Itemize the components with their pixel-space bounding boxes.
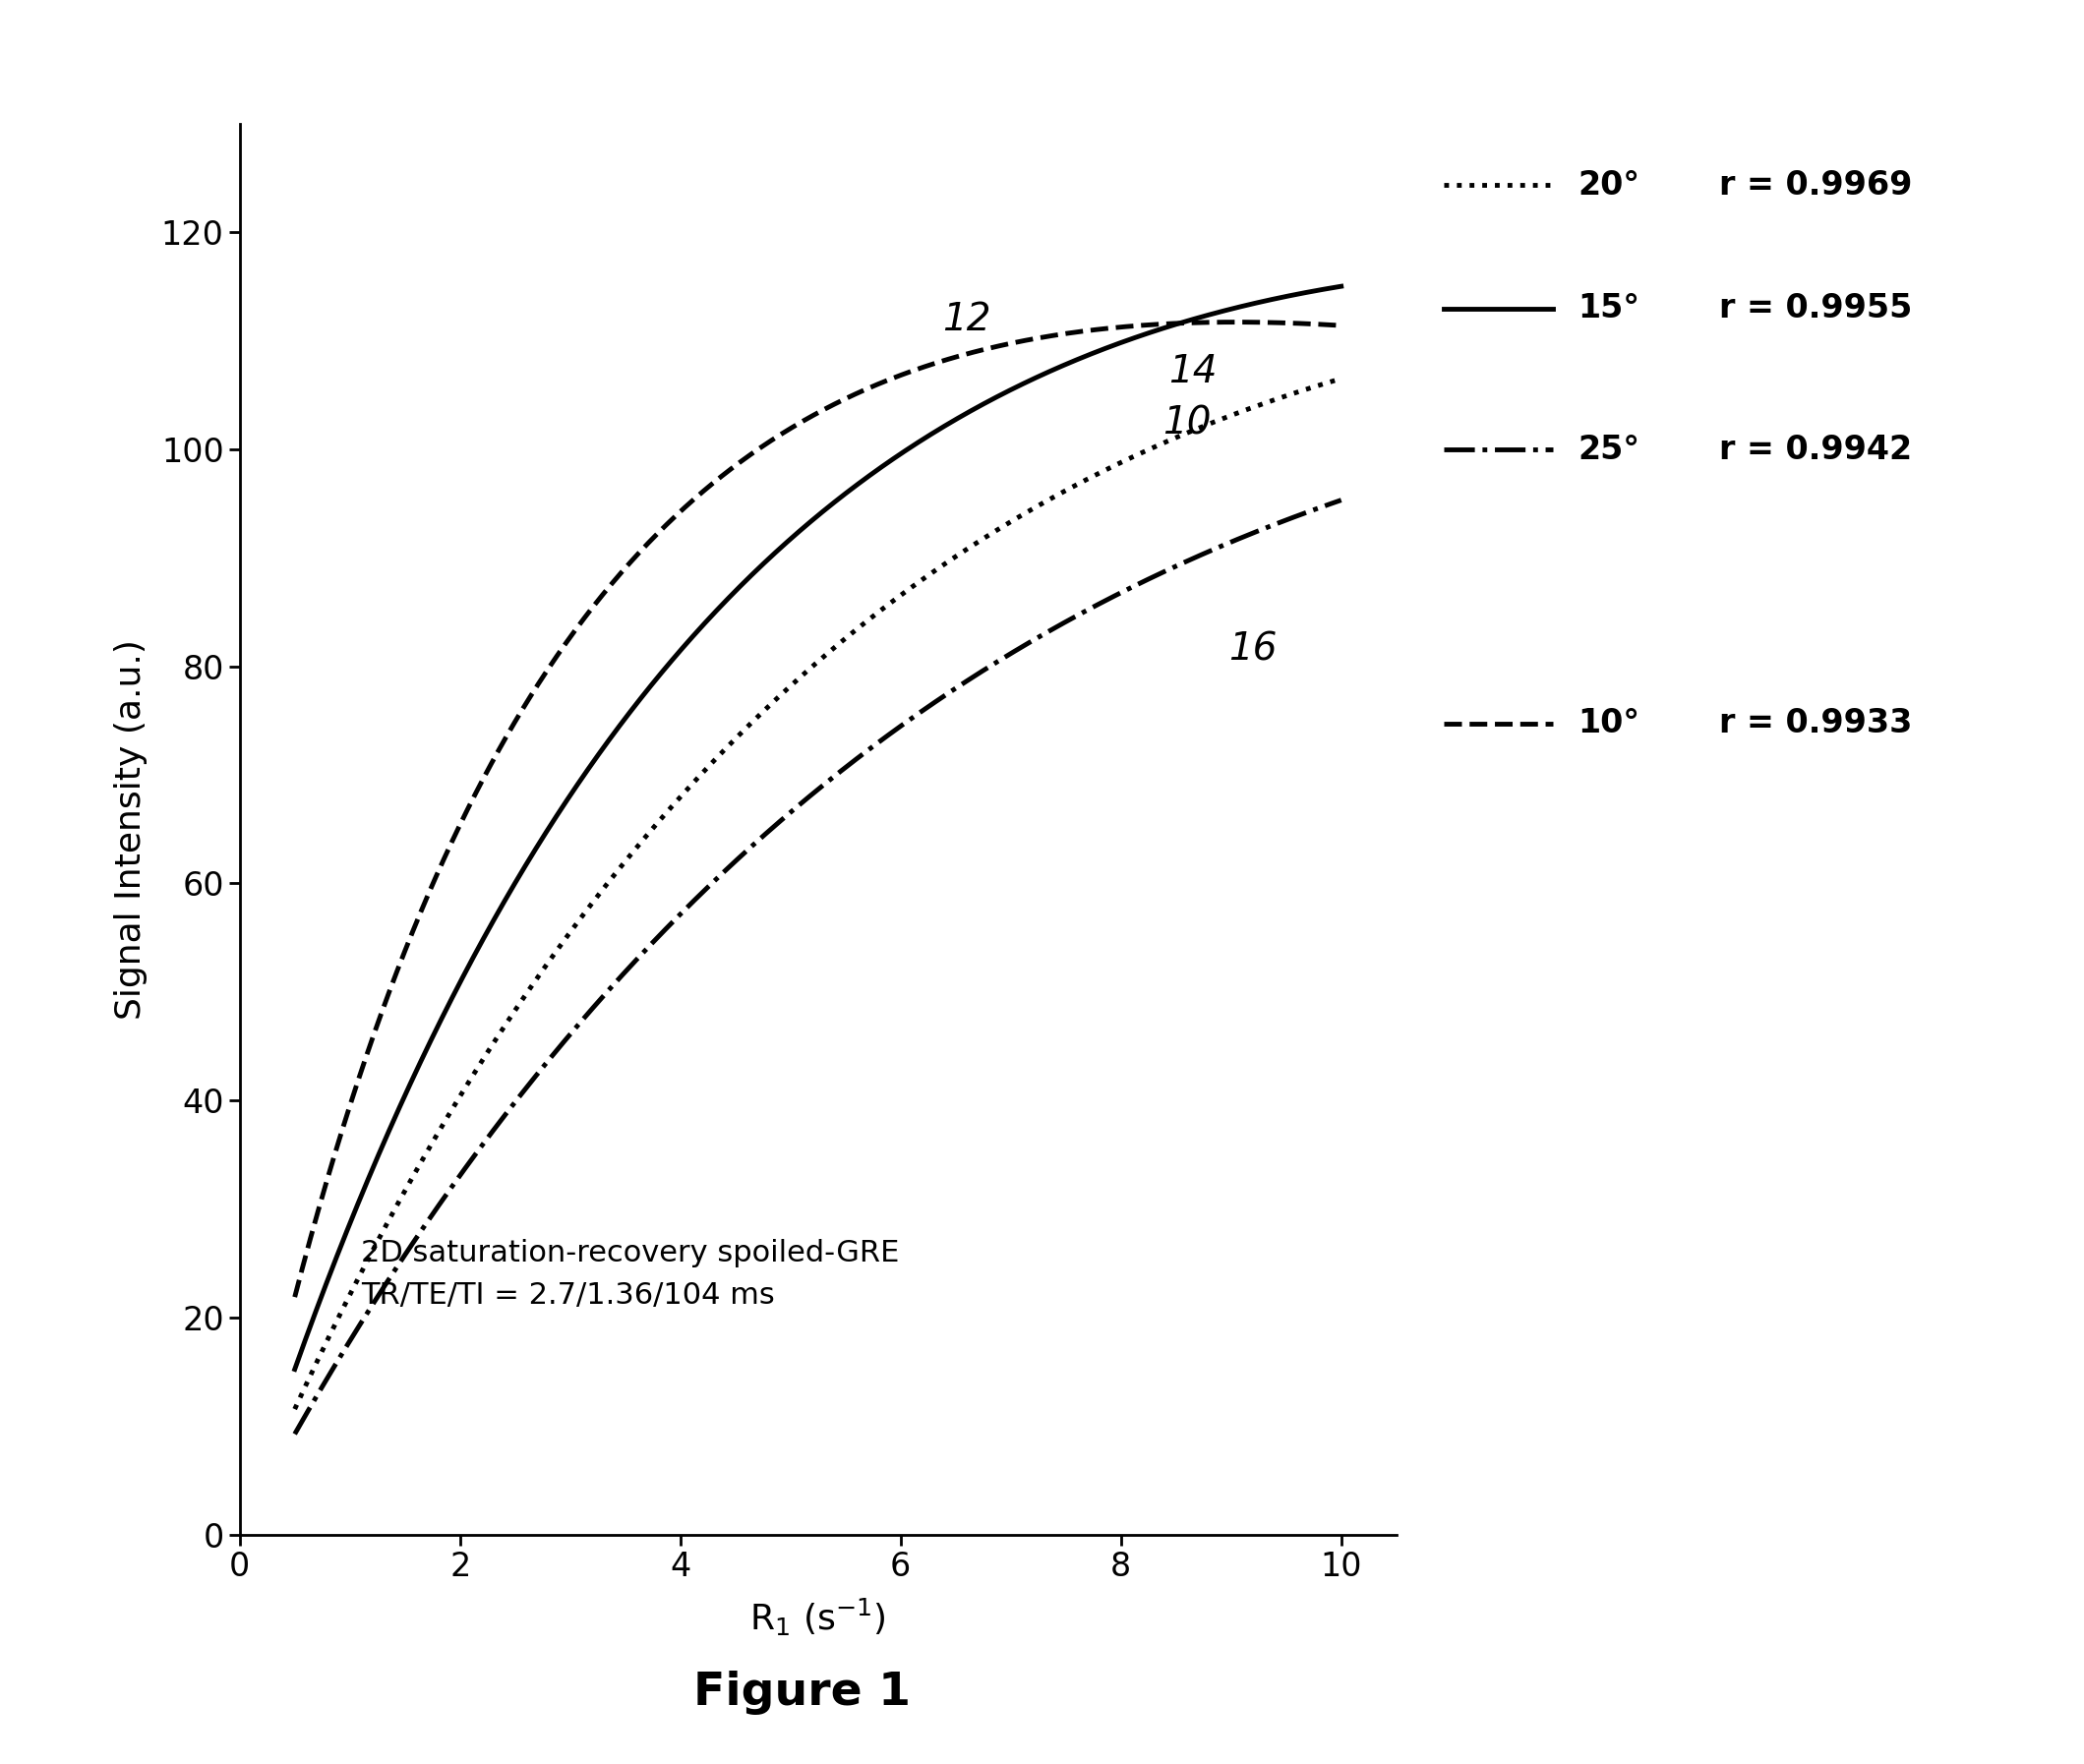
Text: 10: 10 xyxy=(1163,404,1211,441)
Y-axis label: Signal Intensity (a.u.): Signal Intensity (a.u.) xyxy=(115,639,148,1020)
Text: 20°: 20° xyxy=(1578,169,1640,201)
Text: r = 0.9933: r = 0.9933 xyxy=(1719,707,1913,739)
Text: 2D saturation-recovery spoiled-GRE
TR/TE/TI = 2.7/1.36/104 ms: 2D saturation-recovery spoiled-GRE TR/TE… xyxy=(361,1238,898,1309)
Text: 16: 16 xyxy=(1230,630,1277,669)
Text: r = 0.9955: r = 0.9955 xyxy=(1719,293,1913,325)
Text: r = 0.9942: r = 0.9942 xyxy=(1719,434,1913,466)
X-axis label: R$_1$ (s$^{-1}$): R$_1$ (s$^{-1}$) xyxy=(750,1596,886,1639)
Text: r = 0.9969: r = 0.9969 xyxy=(1719,169,1913,201)
Text: 14: 14 xyxy=(1169,353,1217,390)
Text: 25°: 25° xyxy=(1578,434,1640,466)
Text: Figure 1: Figure 1 xyxy=(694,1671,911,1715)
Text: 15°: 15° xyxy=(1578,293,1640,325)
Text: 12: 12 xyxy=(942,300,992,339)
Text: 10°: 10° xyxy=(1578,707,1640,739)
